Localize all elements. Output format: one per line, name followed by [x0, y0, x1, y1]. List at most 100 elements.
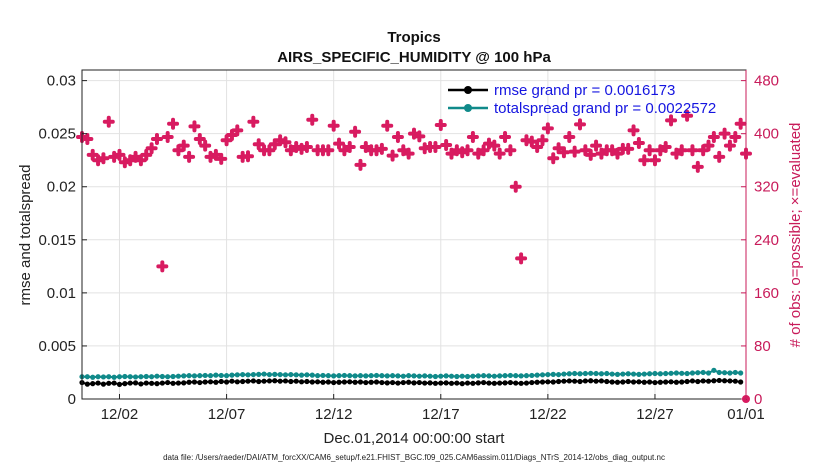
- y-tick-label-left: 0.025: [38, 126, 76, 143]
- x-tick-label: 12/12: [315, 406, 353, 423]
- obs-evaluated-marker: [300, 140, 313, 153]
- spread-point: [555, 371, 562, 378]
- rmse-point: [705, 378, 712, 384]
- obs-evaluated-marker: [579, 144, 592, 157]
- rmse-point: [513, 380, 519, 386]
- rmse-point: [663, 379, 669, 385]
- obs-evaluated-marker: [590, 139, 603, 152]
- chart-title: Tropics: [387, 29, 440, 46]
- rmse-point: [668, 379, 674, 385]
- rmse-point: [406, 379, 412, 385]
- rmse-point: [325, 379, 331, 385]
- rmse-point: [304, 378, 310, 385]
- rmse-point: [593, 378, 599, 384]
- spread-point: [373, 372, 380, 379]
- series-layer: [76, 109, 752, 403]
- rmse-point: [181, 380, 187, 386]
- spread-point: [464, 373, 471, 380]
- rmse-point: [507, 379, 513, 386]
- rmse-point: [315, 379, 321, 385]
- rmse-point: [539, 379, 546, 385]
- spread-point: [523, 373, 530, 379]
- spread-point: [400, 373, 406, 379]
- obs-evaluated-marker: [156, 260, 169, 273]
- rmse-point: [459, 381, 465, 387]
- obs-evaluated-marker: [225, 129, 238, 142]
- spread-point: [106, 374, 112, 380]
- spread-point: [368, 373, 374, 379]
- obs-evaluated-marker: [697, 144, 710, 157]
- rmse-point: [149, 380, 155, 386]
- obs-evaluated-marker: [563, 130, 576, 143]
- rmse-point: [657, 379, 663, 385]
- spread-point: [716, 369, 722, 376]
- rmse-point: [700, 378, 706, 384]
- obs-evaluated-marker: [541, 122, 554, 135]
- obs-evaluated-marker: [499, 130, 512, 143]
- spread-point: [277, 371, 283, 378]
- rmse-point: [566, 378, 572, 384]
- spread-point: [486, 373, 492, 379]
- obs-evaluated-marker: [440, 138, 453, 151]
- spread-point: [293, 372, 299, 378]
- rmse-point: [154, 381, 160, 387]
- y-tick-label-right: 320: [754, 179, 779, 196]
- spread-point: [422, 373, 428, 379]
- rmse-point: [218, 378, 224, 385]
- rmse-point: [518, 380, 524, 386]
- spread-point: [593, 370, 599, 377]
- rmse-point: [143, 380, 149, 386]
- spread-point: [272, 371, 278, 377]
- obs-evaluated-marker: [381, 119, 394, 132]
- obs-evaluated-marker: [220, 134, 233, 147]
- rmse-point: [341, 379, 347, 385]
- spread-point: [122, 373, 128, 380]
- spread-point: [320, 372, 326, 379]
- spread-point: [207, 373, 214, 379]
- spread-point: [507, 372, 513, 379]
- rmse-point: [379, 379, 385, 386]
- obs-evaluated-marker: [681, 109, 694, 122]
- rmse-point: [389, 379, 396, 386]
- obs-evaluated-marker: [333, 137, 346, 150]
- rmse-point: [604, 378, 610, 385]
- spread-series-line: [82, 369, 741, 379]
- y-axis-label-right: # of obs: o=possible; ×=evaluated: [787, 123, 804, 348]
- spread-point: [191, 373, 198, 379]
- rmse-point: [293, 378, 299, 384]
- spread-point: [738, 370, 744, 376]
- rmse-point: [132, 380, 139, 386]
- spread-point: [298, 372, 305, 378]
- rmse-point: [229, 378, 235, 384]
- spread-point: [234, 372, 240, 378]
- spread-point: [154, 373, 160, 379]
- spread-point: [604, 370, 610, 377]
- obs-evaluated-marker: [477, 144, 490, 157]
- obs-evaluated-marker: [691, 160, 704, 173]
- rmse-point: [555, 378, 562, 385]
- spread-point: [138, 374, 144, 380]
- x-axis-label: Dec.01,2014 00:00:00 start: [324, 430, 506, 447]
- spread-point: [641, 371, 647, 377]
- spread-point: [481, 373, 487, 379]
- spread-point: [261, 371, 267, 377]
- spread-point: [341, 372, 347, 379]
- rmse-point: [432, 380, 439, 386]
- rmse-point: [647, 379, 653, 385]
- obs-evaluated-marker: [413, 130, 426, 143]
- spread-point: [438, 373, 444, 379]
- rmse-point: [277, 378, 283, 384]
- obs-evaluated-marker: [622, 142, 635, 155]
- rmse-point: [625, 378, 631, 385]
- rmse-point: [529, 379, 535, 386]
- spread-point: [443, 373, 449, 379]
- rmse-point: [652, 379, 658, 386]
- rmse-point: [738, 379, 744, 385]
- spread-point: [389, 373, 396, 379]
- rmse-point: [298, 379, 305, 385]
- rmse-point: [422, 380, 428, 386]
- y-tick-label-right: 0: [754, 391, 762, 408]
- rmse-point: [689, 378, 696, 384]
- spread-point: [170, 373, 176, 380]
